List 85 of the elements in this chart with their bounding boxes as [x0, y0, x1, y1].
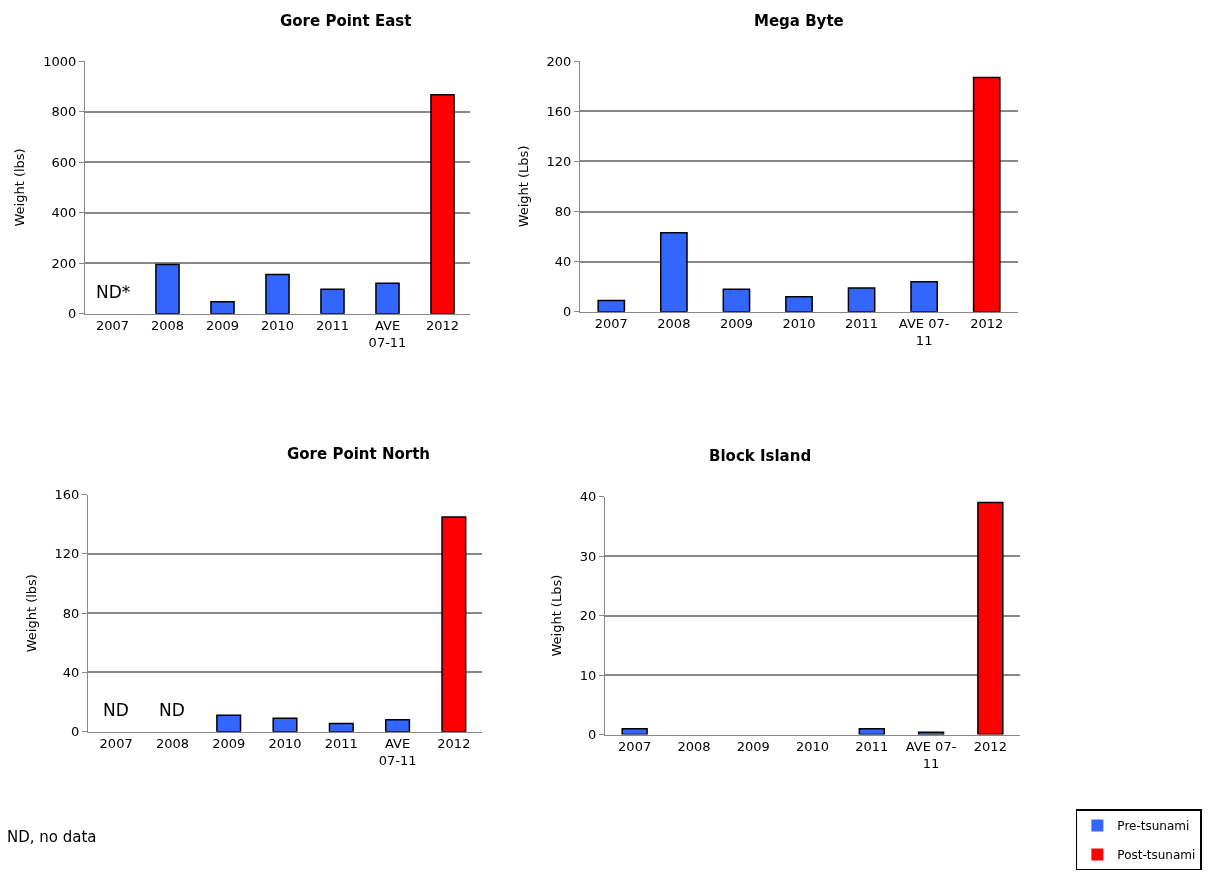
y-tick-label: 40: [62, 664, 80, 680]
y-tick-label: 800: [51, 104, 77, 120]
bar: [328, 722, 354, 732]
x-tick-label: 2008: [677, 739, 711, 755]
bar: [659, 232, 688, 312]
x-tick-label: 2008: [150, 318, 185, 334]
bar: [375, 282, 400, 314]
bar: [977, 501, 1004, 735]
x-tick-label: 2008: [657, 316, 691, 332]
chart-title: Mega Byte: [754, 12, 844, 30]
y-axis-title: Weight (lbs): [23, 574, 39, 653]
x-tick-label: AVE 07-11: [378, 736, 417, 769]
legend-label: Post-tsunami: [1117, 848, 1196, 863]
bar: [917, 731, 945, 735]
x-tick-label: 2012: [973, 739, 1007, 755]
y-axis-title: Weight (Lbs): [548, 574, 564, 657]
x-tick-label: 2009: [719, 316, 753, 332]
bar: [785, 296, 813, 312]
y-tick-label: 10: [579, 667, 597, 683]
y-tick-label: 80: [62, 605, 80, 621]
y-axis-title: Weight (lbs): [12, 148, 28, 227]
y-tick-label: 120: [546, 153, 572, 169]
y-tick-label: 200: [546, 53, 572, 69]
y-tick-label: 0: [71, 724, 80, 740]
bar: [910, 280, 939, 312]
y-tick-label: 1000: [43, 53, 77, 69]
x-tick-label: 2012: [425, 318, 460, 334]
y-tick-label: 120: [54, 546, 80, 562]
bar: [597, 299, 626, 312]
bar: [320, 288, 345, 314]
x-tick-label: 2010: [268, 736, 302, 752]
y-tick-label: 30: [579, 548, 597, 564]
bar: [441, 516, 467, 732]
x-tick-label: 2011: [855, 739, 889, 755]
annotation: ND*: [96, 282, 131, 302]
y-tick-label: 80: [554, 204, 572, 220]
bar: [272, 717, 298, 732]
bar: [265, 273, 290, 314]
y-tick-label: 160: [54, 487, 80, 503]
y-tick-label: 400: [51, 205, 77, 221]
x-tick-label: AVE 07- 11: [905, 739, 957, 772]
x-tick-label: 2009: [736, 739, 770, 755]
y-tick-label: 40: [554, 254, 572, 270]
bar: [216, 714, 242, 732]
x-tick-label: 2007: [95, 318, 130, 334]
y-tick-label: 0: [68, 306, 77, 322]
x-tick-label: 2010: [782, 316, 816, 332]
bar: [155, 263, 180, 314]
bar: [210, 300, 235, 314]
x-tick-label: 2012: [970, 316, 1004, 332]
bar: [847, 287, 876, 312]
annotation: ND: [103, 700, 129, 720]
bar: [385, 719, 411, 732]
y-tick-label: 160: [546, 103, 572, 119]
x-tick-label: 2010: [260, 318, 295, 334]
x-tick-label: 2007: [618, 739, 652, 755]
y-axis-title: Weight (Lbs): [515, 145, 531, 228]
chart-title: Block Island: [709, 447, 812, 465]
x-tick-label: 2008: [155, 736, 189, 752]
y-tick-label: 0: [588, 727, 597, 743]
x-tick-label: 2011: [315, 318, 350, 334]
x-tick-label: AVE 07-11: [368, 318, 407, 351]
x-tick-label: AVE 07- 11: [898, 316, 950, 349]
x-tick-label: 2011: [845, 316, 879, 332]
x-tick-label: 2012: [437, 736, 471, 752]
y-tick-label: 600: [51, 154, 77, 170]
chart-title: Gore Point East: [280, 12, 412, 30]
x-tick-label: 2009: [212, 736, 246, 752]
chart-title: Gore Point North: [287, 445, 431, 463]
bar: [972, 76, 1001, 312]
text: ND, no data: [7, 828, 97, 846]
bar: [621, 727, 648, 735]
y-tick-label: 0: [563, 304, 572, 320]
x-tick-label: 2009: [205, 318, 240, 334]
x-tick-label: 2010: [795, 739, 830, 755]
y-tick-label: 40: [579, 489, 597, 505]
annotation: ND: [159, 700, 185, 720]
y-tick-label: 20: [579, 608, 597, 624]
x-tick-label: 2007: [594, 316, 628, 332]
x-tick-label: 2007: [99, 736, 133, 752]
bar: [722, 288, 751, 312]
y-tick-label: 200: [51, 255, 77, 271]
bar: [430, 93, 455, 314]
x-tick-label: 2011: [324, 736, 358, 752]
legend-label: Pre-tsunami: [1117, 819, 1190, 834]
